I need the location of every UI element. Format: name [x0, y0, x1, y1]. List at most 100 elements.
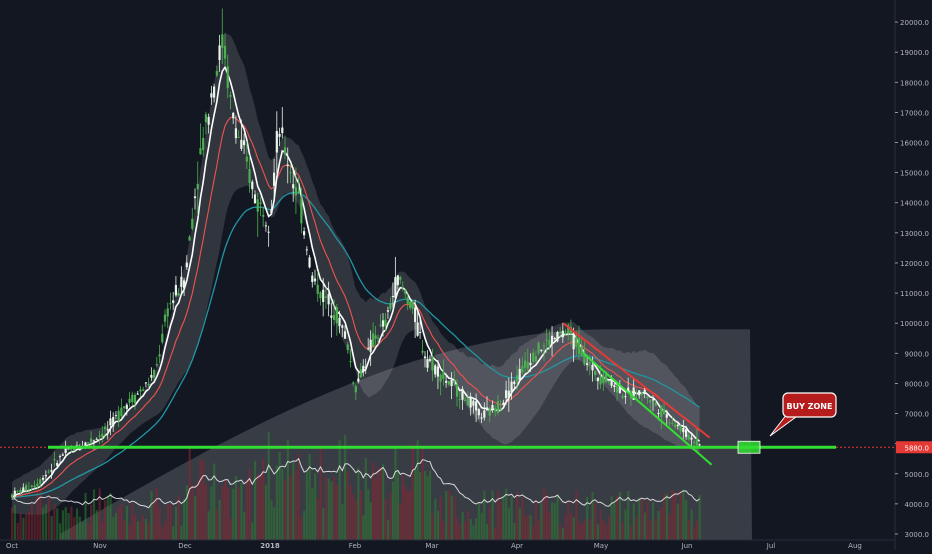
volume-bar — [50, 515, 53, 540]
candle-body — [496, 401, 500, 414]
candle-body — [333, 314, 336, 321]
x-tick-label: Aug — [848, 542, 862, 550]
candle-body — [436, 366, 440, 377]
candle-body — [364, 366, 367, 368]
volume-bar — [374, 478, 377, 540]
volume-bar — [237, 487, 240, 540]
x-tick-label: Feb — [349, 542, 362, 550]
volume-bar — [284, 479, 287, 540]
volume-bar — [458, 524, 461, 540]
candle-body — [27, 489, 31, 491]
candle-body — [604, 373, 608, 383]
y-tick-label: 9000.0 — [905, 350, 930, 358]
candle-body — [542, 345, 546, 347]
candle-body — [13, 490, 16, 497]
volume-bar — [61, 510, 65, 540]
candle-body — [640, 392, 644, 395]
volume-bar — [314, 473, 317, 540]
y-tick-label: 17000.0 — [900, 109, 929, 117]
candle-body — [660, 405, 663, 417]
x-tick-label: 2018 — [260, 542, 280, 550]
volume-bar — [416, 440, 419, 540]
volume-bar — [419, 471, 422, 540]
volume-bar — [294, 470, 298, 540]
candle-body — [41, 477, 45, 480]
candle-body — [379, 324, 382, 326]
volume-bar — [690, 509, 693, 540]
volume-bar — [229, 518, 232, 540]
candle-body — [618, 386, 621, 393]
volume-bar — [624, 509, 627, 540]
candle-body — [253, 194, 257, 204]
volume-bar — [305, 470, 309, 540]
y-tick-label: 3000.0 — [905, 531, 930, 539]
volume-bar — [169, 504, 172, 540]
candle-body — [690, 437, 693, 440]
candle-body — [657, 412, 660, 414]
candle-body — [221, 34, 224, 48]
candle-body — [188, 236, 191, 241]
y-tick-label: 15000.0 — [900, 170, 929, 178]
y-tick-label: 19000.0 — [900, 49, 929, 57]
annotation-box — [782, 392, 837, 418]
candle-body — [445, 380, 448, 383]
volume-bar — [234, 475, 238, 540]
volume-bar — [434, 498, 437, 540]
volume-bar — [643, 512, 646, 540]
volume-bar — [81, 522, 84, 540]
candle-body — [461, 388, 464, 400]
volume-bar — [561, 527, 565, 540]
volume-bar — [196, 481, 199, 540]
volume-bar — [300, 517, 303, 540]
candle-body — [505, 390, 508, 399]
candle-body — [202, 137, 205, 151]
candle-body — [693, 442, 696, 444]
candle-body — [362, 365, 365, 372]
volume-bar — [414, 469, 417, 540]
volume-bar — [477, 501, 481, 540]
candle-body — [369, 339, 372, 352]
candle-body — [25, 485, 28, 491]
candle-body — [53, 459, 56, 461]
volume-bar — [426, 476, 429, 540]
volume-bar — [613, 502, 616, 540]
candle-body — [359, 369, 362, 378]
volume-bar — [453, 496, 456, 540]
candle-body — [275, 131, 278, 153]
volume-bar — [232, 488, 235, 540]
volume-bar — [542, 488, 546, 540]
volume-bar — [671, 490, 674, 540]
volume-bar — [218, 499, 221, 540]
volume-bar — [602, 520, 605, 540]
candle-body — [120, 407, 123, 417]
candle-body — [483, 410, 486, 418]
volume-bar — [36, 488, 39, 540]
volume-bar — [73, 517, 76, 540]
volume-bar — [409, 490, 412, 540]
volume-bar — [540, 502, 543, 540]
candle-body — [103, 426, 107, 430]
volume-bar — [84, 492, 87, 540]
candle-body — [401, 286, 404, 288]
candle-body — [621, 396, 624, 398]
volume-bar — [22, 517, 25, 540]
candle-body — [428, 359, 432, 361]
candle-body — [64, 447, 67, 453]
volume-bar — [142, 514, 145, 540]
volume-bar — [657, 511, 660, 540]
y-tick-label: 20000.0 — [900, 19, 929, 27]
volume-bar — [98, 488, 101, 540]
volume-bar — [564, 515, 567, 540]
candle-body — [316, 284, 319, 294]
candle-body — [218, 45, 221, 61]
y-tick-label: 5000.0 — [905, 471, 930, 479]
volume-bar — [47, 497, 50, 540]
candle-body — [196, 183, 199, 190]
candle-body — [596, 377, 599, 382]
candle-body — [357, 378, 360, 382]
volume-bar — [496, 490, 500, 540]
candle-body — [426, 359, 429, 368]
current-price-label: 5880.0 — [905, 444, 930, 452]
